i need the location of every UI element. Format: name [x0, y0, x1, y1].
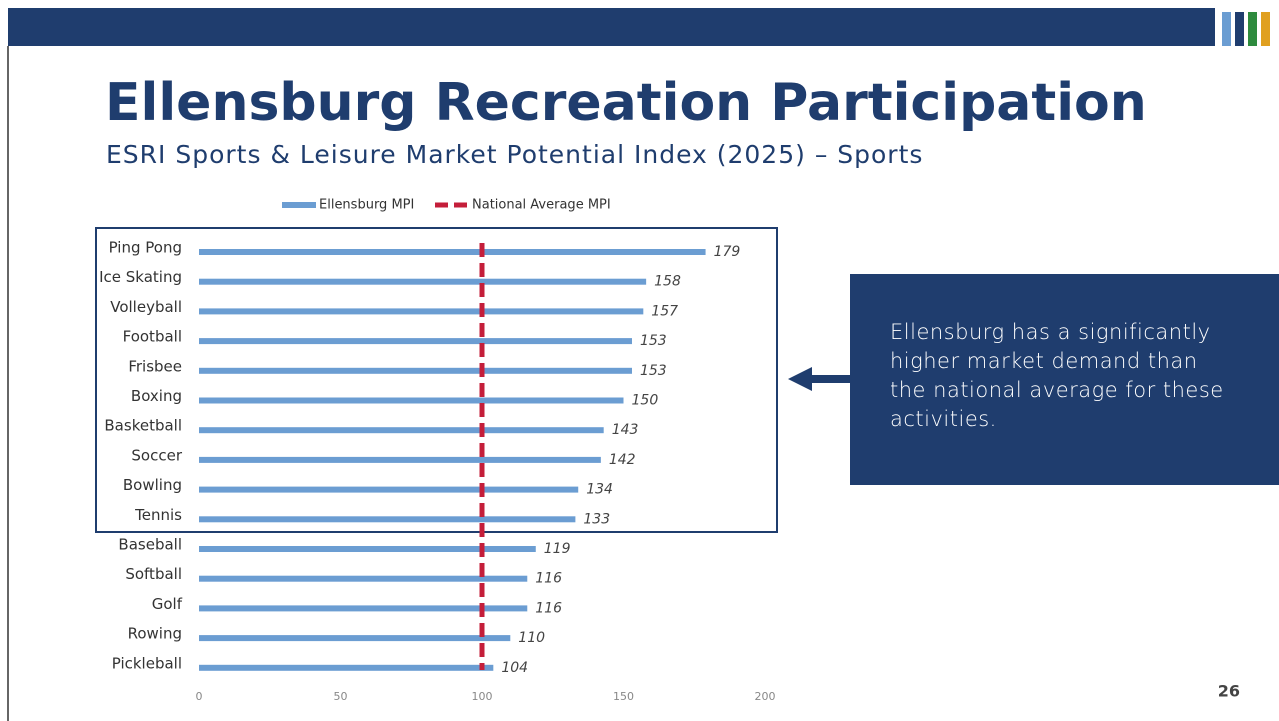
bar [199, 486, 579, 493]
value-label: 104 [501, 660, 528, 676]
value-label: 158 [654, 274, 681, 290]
stripe [1222, 12, 1231, 46]
category-label: Baseball [118, 536, 182, 554]
category-label: Bowling [123, 476, 182, 494]
callout: Ellensburg has a significantly higher ma… [850, 274, 1279, 485]
value-label: 157 [651, 303, 678, 319]
bar [199, 516, 576, 523]
bar [199, 456, 601, 463]
bar [199, 278, 647, 285]
bar [199, 664, 494, 671]
stripe [1248, 12, 1257, 46]
bar [199, 635, 511, 642]
x-tick-label: 100 [472, 690, 493, 703]
bar [199, 308, 644, 315]
value-label: 116 [535, 600, 562, 616]
slide-title: Ellensburg Recreation Participation [105, 73, 1147, 133]
header-band [8, 8, 1215, 46]
category-label: Soccer [131, 446, 182, 464]
category-label: Boxing [131, 387, 182, 405]
bar [199, 367, 632, 374]
bar [199, 605, 528, 612]
arrow [788, 367, 850, 391]
legend-label: National Average MPI [472, 198, 611, 213]
category-label: Tennis [134, 506, 182, 524]
category-label: Pickleball [112, 654, 182, 672]
x-tick-label: 200 [755, 690, 776, 703]
highlight-box [95, 227, 778, 533]
bar [199, 249, 706, 255]
page-number: 26 [1218, 682, 1240, 701]
value-label: 150 [632, 393, 659, 409]
category-label: Football [123, 328, 182, 346]
value-label: 110 [518, 630, 545, 646]
value-label: 142 [609, 452, 636, 468]
bar [199, 427, 604, 434]
category-label: Softball [125, 565, 182, 583]
x-tick-label: 0 [196, 690, 203, 703]
x-tick-label: 150 [613, 690, 634, 703]
value-label: 153 [640, 333, 667, 349]
value-label: 134 [586, 482, 613, 498]
stripe [1261, 12, 1270, 46]
value-label: 119 [544, 541, 571, 557]
category-label: Ice Skating [99, 268, 182, 286]
slide-subtitle: ESRI Sports & Leisure Market Potential I… [106, 140, 923, 169]
x-tick-label: 50 [334, 690, 348, 703]
bar [199, 397, 624, 404]
category-label: Frisbee [128, 357, 182, 375]
category-label: Volleyball [110, 298, 182, 316]
bar [199, 338, 632, 345]
value-label: 153 [640, 363, 667, 379]
bar [199, 546, 536, 552]
stripe [1235, 12, 1244, 46]
value-label: 133 [583, 511, 610, 527]
value-label: 143 [612, 422, 639, 438]
value-label: 179 [714, 244, 741, 260]
bar [199, 575, 528, 582]
category-label: Rowing [128, 625, 182, 643]
category-label: Ping Pong [109, 239, 182, 257]
legend-swatch [282, 202, 316, 208]
legend-label: Ellensburg MPI [319, 198, 414, 213]
value-label: 116 [535, 571, 562, 587]
category-label: Golf [152, 595, 183, 613]
category-label: Basketball [104, 417, 182, 435]
